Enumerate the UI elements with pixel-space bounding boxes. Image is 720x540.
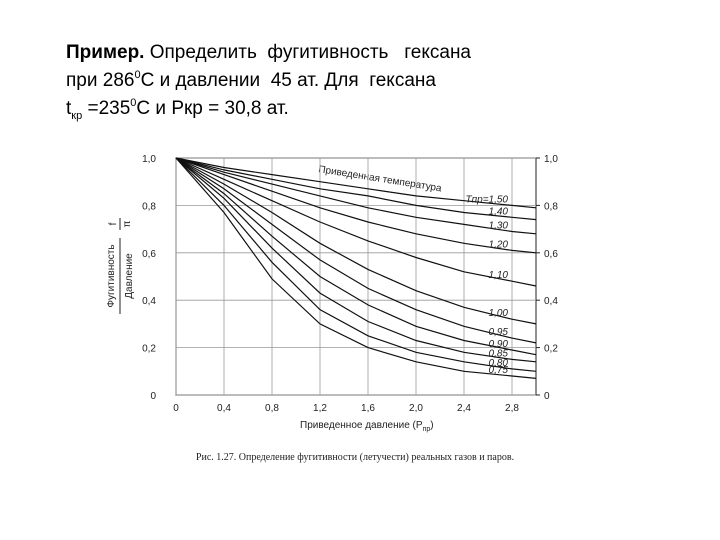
- curve: [175, 157, 537, 221]
- curve-label: Tпр=1,50: [466, 194, 509, 205]
- y-label-ratio-bottom: π: [122, 220, 133, 227]
- curve-label: 0,90: [489, 339, 509, 350]
- y2-tick-label: 0,6: [544, 249, 558, 260]
- line-1: Пример. Определить фугитивность гексана: [66, 42, 471, 63]
- annotation: Приведенная температура: [318, 164, 443, 194]
- x-tick-label: 0,4: [217, 403, 231, 414]
- curve-label: 0,75: [489, 365, 509, 376]
- curve-label: 0,80: [489, 358, 509, 369]
- text: ): [430, 420, 433, 431]
- text: С и Ркр = 30,8 ат.: [136, 98, 288, 119]
- sub: кр: [71, 110, 82, 122]
- text: С и давлении 45 ат. Для гексана: [141, 70, 437, 91]
- y2-tick-label: 0,8: [544, 201, 558, 212]
- text: Приведенное давление (P: [300, 420, 423, 431]
- x-tick-label: 0: [173, 403, 179, 414]
- x-tick-label: 2,0: [409, 403, 423, 414]
- y-tick-label: 0: [150, 391, 156, 402]
- curve-label: 0,85: [489, 348, 509, 359]
- text: при 286: [66, 70, 134, 91]
- text: =235: [82, 98, 130, 119]
- y-tick-label: 1,0: [142, 154, 156, 165]
- curve: [175, 157, 537, 235]
- y-label-bottom: Давление: [124, 253, 135, 299]
- line-3: tкр =2350С и Ркр = 30,8 ат.: [66, 97, 289, 122]
- sub: пр: [423, 426, 431, 433]
- curve: [175, 157, 537, 356]
- y-label-top: Фугитивность: [106, 244, 117, 307]
- y2-tick-label: 1,0: [544, 154, 558, 165]
- y2-tick-label: 0,2: [544, 344, 558, 355]
- curve-label: 1,10: [489, 270, 509, 281]
- line-2: при 2860С и давлении 45 ат. Для гексана: [66, 69, 436, 91]
- x-tick-label: 2,8: [505, 403, 519, 414]
- bold-text: Пример.: [66, 42, 144, 63]
- x-axis-label: Приведенное давление (Pпр): [300, 420, 434, 433]
- curve: [175, 157, 537, 372]
- x-tick-label: 0,8: [265, 403, 279, 414]
- y-tick-label: 0,2: [142, 344, 156, 355]
- y-tick-label: 0,6: [142, 249, 156, 260]
- text: Определить фугитивность гексана: [144, 42, 471, 63]
- curve-label: 1,00: [489, 308, 509, 319]
- sup: 0: [130, 97, 136, 109]
- x-tick-label: 1,2: [313, 403, 327, 414]
- x-tick-label: 2,4: [457, 403, 471, 414]
- sup: 0: [134, 69, 140, 81]
- y-tick-label: 0,4: [142, 296, 156, 307]
- text: t: [66, 98, 72, 119]
- curve-label: 0,95: [489, 327, 509, 338]
- curve: [175, 157, 537, 287]
- y2-tick-label: 0,4: [544, 296, 558, 307]
- curve: [175, 157, 537, 325]
- curve: [175, 157, 537, 344]
- y-axis-label: Фугитивность Давление f π: [106, 218, 135, 314]
- caption: Рис. 1.27. Определение фугитивности (лет…: [196, 452, 514, 463]
- curve: [175, 157, 537, 379]
- curve-label: 1,20: [489, 239, 509, 250]
- curve: [175, 157, 537, 254]
- curve: [175, 157, 537, 209]
- y-tick-label: 0,8: [142, 201, 156, 212]
- curve: [175, 157, 537, 363]
- x-tick-label: 1,6: [361, 403, 375, 414]
- curve-label: 1,30: [489, 220, 509, 231]
- y2-tick-label: 0: [544, 391, 550, 402]
- y-label-ratio-top: f: [108, 222, 119, 225]
- curve-label: 1,40: [489, 206, 509, 217]
